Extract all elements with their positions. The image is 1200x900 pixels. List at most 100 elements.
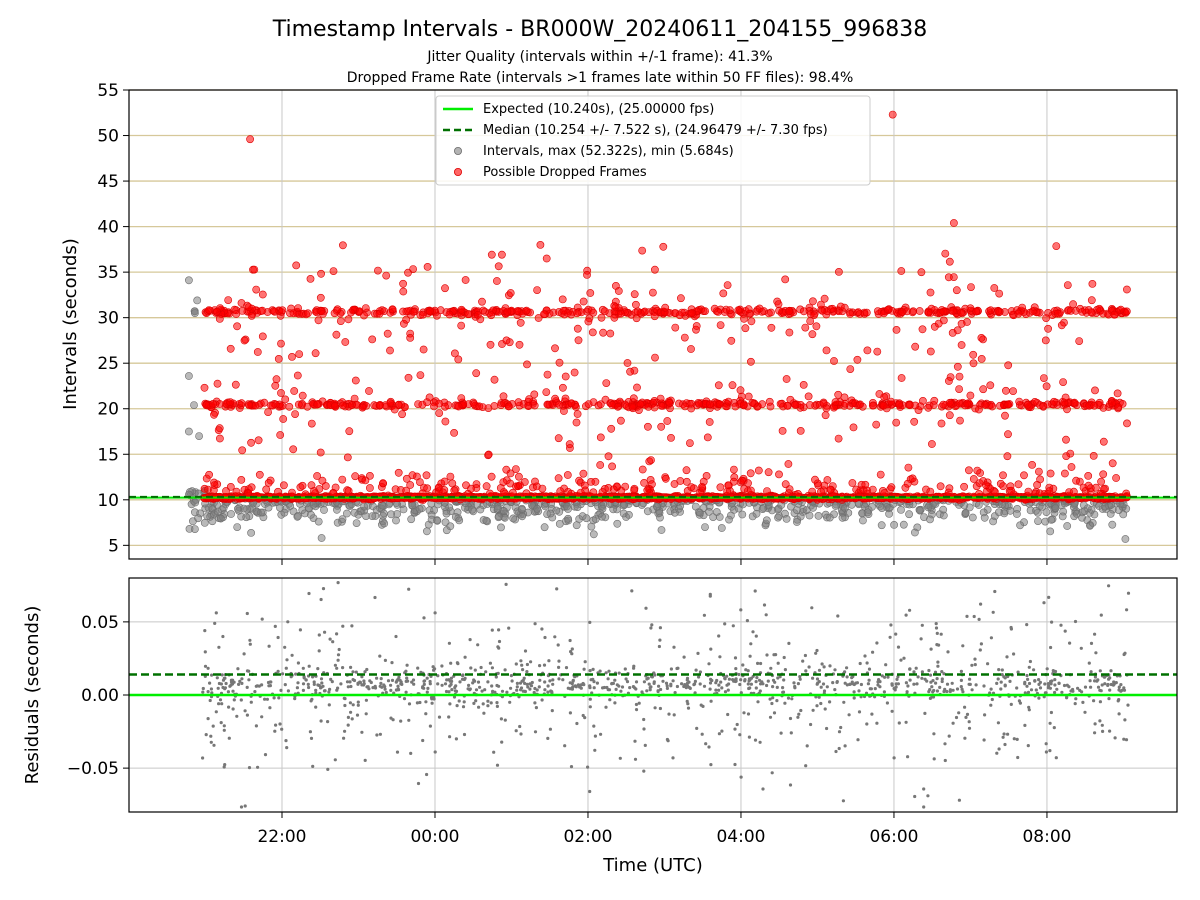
dropped-frame-point: [716, 483, 725, 492]
residual-point: [906, 684, 910, 688]
residual-point: [343, 703, 347, 708]
residual-point: [922, 805, 926, 809]
dropped-frame-point: [531, 477, 539, 486]
residual-point: [970, 688, 974, 692]
residual-point: [708, 687, 712, 691]
legend-expected-label: Expected (10.240s), (25.00000 fps): [483, 102, 714, 117]
interval-point: [1106, 510, 1115, 518]
dropped-frame-point: [670, 480, 679, 488]
interval-point: [939, 511, 948, 520]
dropped-frame-point: [836, 302, 845, 311]
residual-point: [280, 727, 284, 731]
interval-point: [320, 506, 328, 514]
dropped-frame-point: [982, 481, 990, 490]
dropped-frame-point: [687, 399, 696, 408]
residual-point: [543, 688, 547, 692]
dropped-frame-point: [1018, 303, 1027, 312]
residual-point: [204, 733, 208, 737]
residual-point: [421, 685, 425, 689]
residual-point: [841, 799, 846, 803]
residual-point: [571, 679, 575, 683]
dropped-frame-point: [317, 269, 325, 278]
residual-point: [322, 689, 327, 693]
residual-point: [301, 682, 306, 686]
residual-point: [1038, 680, 1042, 685]
residual-point: [546, 684, 550, 688]
residual-point: [816, 681, 820, 685]
dropped-frame-point: [440, 477, 449, 486]
residual-point: [766, 679, 770, 683]
residual-point: [1017, 699, 1022, 703]
interval-point: [264, 503, 273, 512]
dropped-frame-point: [386, 399, 395, 407]
residual-point: [707, 745, 711, 749]
residual-point: [1001, 735, 1005, 739]
interval-point: [1058, 512, 1067, 521]
dropped-frame-point: [222, 487, 230, 495]
dropped-frame-point: [758, 400, 767, 409]
residual-point: [316, 683, 320, 687]
residual-point: [547, 659, 551, 663]
dropped-frame-point: [1112, 474, 1120, 482]
dropped-frame-point: [561, 372, 570, 381]
dropped-frame-point: [542, 388, 551, 396]
residual-point: [982, 684, 986, 688]
residual-point: [317, 649, 321, 653]
residual-point: [428, 682, 432, 686]
residual-point: [211, 724, 215, 728]
residual-point: [314, 705, 318, 709]
residual-point: [535, 688, 539, 692]
interval-point: [257, 508, 265, 517]
residual-point: [395, 750, 400, 754]
dropped-frame-point: [365, 484, 374, 492]
residual-point: [934, 622, 938, 626]
dropped-frame-point: [880, 393, 889, 401]
residual-point: [696, 651, 700, 656]
residual-point: [247, 669, 251, 673]
residual-point: [915, 682, 919, 686]
dropped-frame-point: [651, 353, 659, 362]
residual-point: [254, 724, 258, 728]
dropped-frame-point: [313, 400, 321, 409]
dropped-frame-point: [589, 488, 598, 497]
residual-point: [467, 683, 471, 688]
dropped-frame-point: [1045, 487, 1054, 496]
interval-point: [200, 519, 209, 527]
interval-point: [233, 504, 242, 513]
residual-point: [495, 763, 500, 767]
residual-point: [566, 686, 570, 690]
dropped-frame-point: [316, 293, 325, 302]
residual-point: [308, 730, 312, 734]
residual-point: [307, 685, 311, 690]
residual-point: [908, 678, 912, 682]
residual-point: [217, 645, 221, 649]
residual-point: [936, 664, 940, 668]
dropped-frame-point: [1035, 467, 1043, 476]
residual-point: [978, 648, 982, 652]
dropped-frame-point: [934, 319, 943, 328]
residual-point: [822, 665, 826, 669]
dropped-frame-point: [588, 328, 597, 337]
residual-point: [642, 717, 646, 722]
dropped-frame-point: [1014, 480, 1023, 489]
interval-point: [974, 501, 983, 509]
dropped-frame-point: [321, 482, 330, 490]
residual-point: [954, 715, 959, 720]
residual-point: [997, 668, 1001, 672]
interval-point: [1042, 508, 1051, 516]
dropped-frame-point: [554, 474, 563, 483]
dropped-frame-point: [445, 310, 454, 319]
residual-point: [201, 686, 205, 691]
residual-point: [373, 595, 377, 600]
top-y-tick-label: 35: [97, 263, 119, 283]
interval-point: [342, 509, 351, 518]
residual-point: [935, 631, 939, 636]
dropped-frame-point: [404, 268, 412, 277]
residual-point: [474, 688, 479, 692]
interval-point: [392, 516, 400, 525]
residual-point: [1053, 690, 1057, 695]
dropped-frame-point: [830, 357, 838, 365]
residual-point: [453, 689, 457, 693]
residual-point: [1093, 679, 1097, 683]
residual-point: [317, 633, 321, 637]
